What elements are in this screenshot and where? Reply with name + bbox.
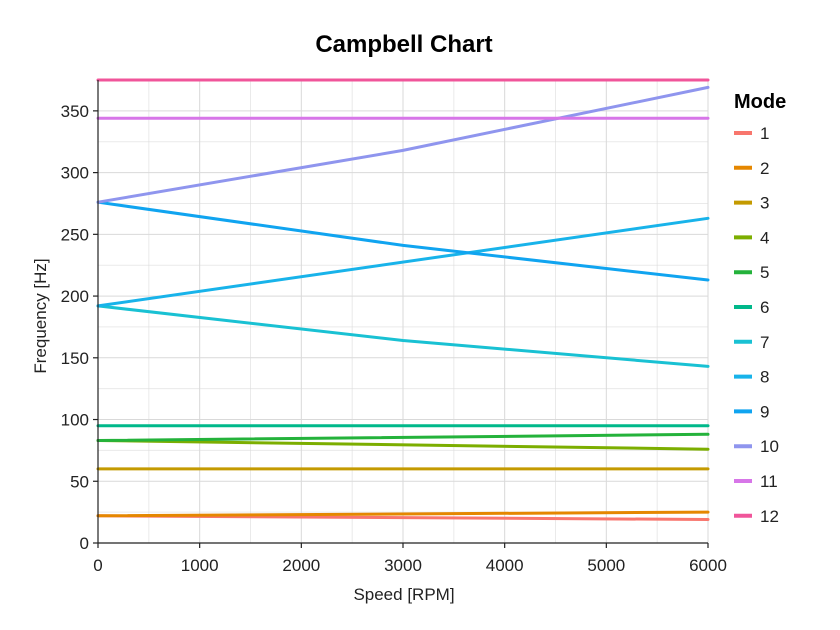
legend-item-5: 5 — [734, 263, 769, 282]
x-tick-label: 2000 — [282, 556, 320, 575]
legend-label: 10 — [760, 437, 779, 456]
y-tick-label: 100 — [61, 411, 89, 430]
y-tick-label: 0 — [80, 534, 89, 553]
series-line-mode-2 — [96, 510, 710, 518]
legend-label: 7 — [760, 333, 769, 352]
x-tick-label: 3000 — [384, 556, 422, 575]
legend-title: Mode — [734, 91, 786, 113]
legend-label: 1 — [760, 124, 769, 143]
x-tick-label: 5000 — [587, 556, 625, 575]
legend-label: 5 — [760, 263, 769, 282]
legend-item-2: 2 — [734, 159, 769, 178]
y-tick-label: 50 — [70, 472, 89, 491]
x-tick-label: 4000 — [486, 556, 524, 575]
series-line-mode-5 — [96, 432, 710, 442]
legend-label: 12 — [760, 507, 779, 526]
legend-item-9: 9 — [734, 402, 769, 421]
legend-item-8: 8 — [734, 368, 769, 387]
series-line-mode-9 — [96, 200, 710, 282]
legend-item-7: 7 — [734, 333, 769, 352]
legend-label: 11 — [760, 472, 778, 491]
chart-title: Campbell Chart — [315, 31, 492, 58]
x-tick-label: 1000 — [181, 556, 219, 575]
y-tick-label: 200 — [61, 287, 89, 306]
series-line-mode-4 — [96, 439, 710, 451]
legend-label: 3 — [760, 194, 769, 213]
legend-label: 2 — [760, 159, 769, 178]
legend-item-1: 1 — [734, 124, 769, 143]
x-tick-label: 0 — [93, 556, 102, 575]
y-tick-label: 350 — [61, 102, 89, 121]
legend-item-12: 12 — [734, 507, 779, 526]
axes: 0 1000 2000 3000 4000 5000 6000 0 50 100 150 200 250… — [61, 80, 727, 575]
legend-item-6: 6 — [734, 298, 769, 317]
y-tick-label: 250 — [61, 225, 89, 244]
x-axis-label: Speed [RPM] — [353, 585, 454, 604]
series-line-mode-7 — [96, 304, 710, 368]
x-tick-label: 6000 — [689, 556, 727, 575]
legend-item-11: 11 — [734, 472, 778, 491]
legend-item-10: 10 — [734, 437, 779, 456]
legend-item-4: 4 — [734, 228, 769, 247]
series-line-mode-10 — [96, 85, 710, 204]
legend-item-3: 3 — [734, 194, 769, 213]
legend-label: 4 — [760, 228, 769, 247]
y-tick-label: 150 — [61, 349, 89, 368]
legend-label: 9 — [760, 402, 769, 421]
series-lines — [96, 78, 710, 521]
legend-label: 8 — [760, 368, 769, 387]
legend-label: 6 — [760, 298, 769, 317]
y-axis-label: Frequency [Hz] — [31, 258, 50, 373]
y-tick-label: 300 — [61, 164, 89, 183]
series-line-mode-8 — [96, 216, 710, 308]
